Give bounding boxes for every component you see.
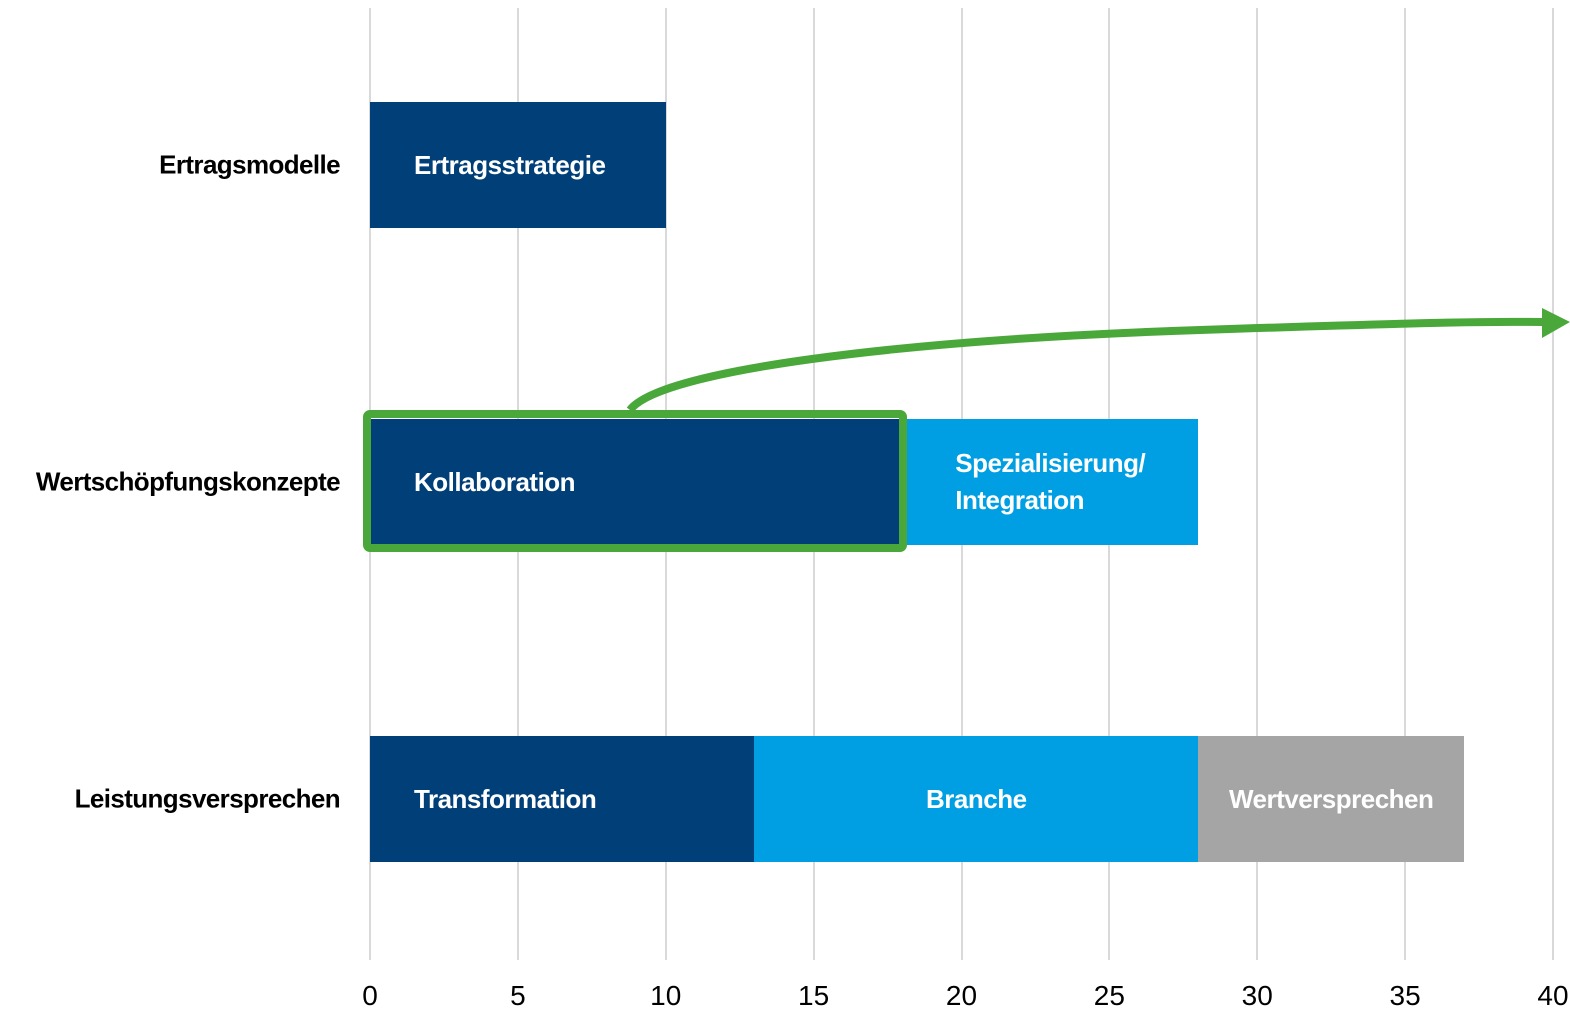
bar-segment: Branche [754, 736, 1199, 862]
segment-label: Ertragsstrategie [414, 149, 606, 180]
bar-segment: Ertragsstrategie [370, 102, 666, 228]
x-tick-label: 15 [798, 980, 830, 1011]
bar-segment: Transformation [370, 736, 755, 862]
x-tick-label: 35 [1389, 980, 1421, 1011]
segment-label: Transformation [414, 783, 597, 814]
segment-label: Spezialisierung/ Integration [955, 448, 1146, 515]
highlight-box [363, 410, 907, 552]
x-tick-label: 10 [650, 980, 682, 1011]
grid-line [1256, 8, 1259, 960]
y-tick-label: Wertschöpfungskonzepte [35, 466, 341, 497]
segment-label: Branche [926, 783, 1027, 814]
grid-line [1552, 8, 1554, 960]
arrow-head [1542, 308, 1570, 338]
y-tick-label: Ertragsmodelle [159, 149, 340, 180]
bar-segment: Kollaboration [370, 419, 903, 545]
x-tick-label: 40 [1537, 980, 1569, 1011]
y-tick-label: Leistungsversprechen [74, 783, 341, 814]
x-tick-label: 5 [510, 980, 526, 1011]
x-tick-label: 20 [945, 980, 978, 1011]
bar-segment: Spezialisierung/ Integration [902, 419, 1199, 545]
x-tick-label: 0 [362, 980, 378, 1011]
highlight-arrow [626, 317, 1546, 413]
grid-line [1404, 8, 1407, 960]
segment-label: Kollaboration [414, 466, 576, 497]
bar-segment: Wertversprechen [1198, 736, 1465, 862]
x-tick-label: 25 [1093, 980, 1125, 1011]
segment-label: Wertversprechen [1228, 783, 1434, 814]
x-tick-label: 30 [1241, 980, 1273, 1011]
